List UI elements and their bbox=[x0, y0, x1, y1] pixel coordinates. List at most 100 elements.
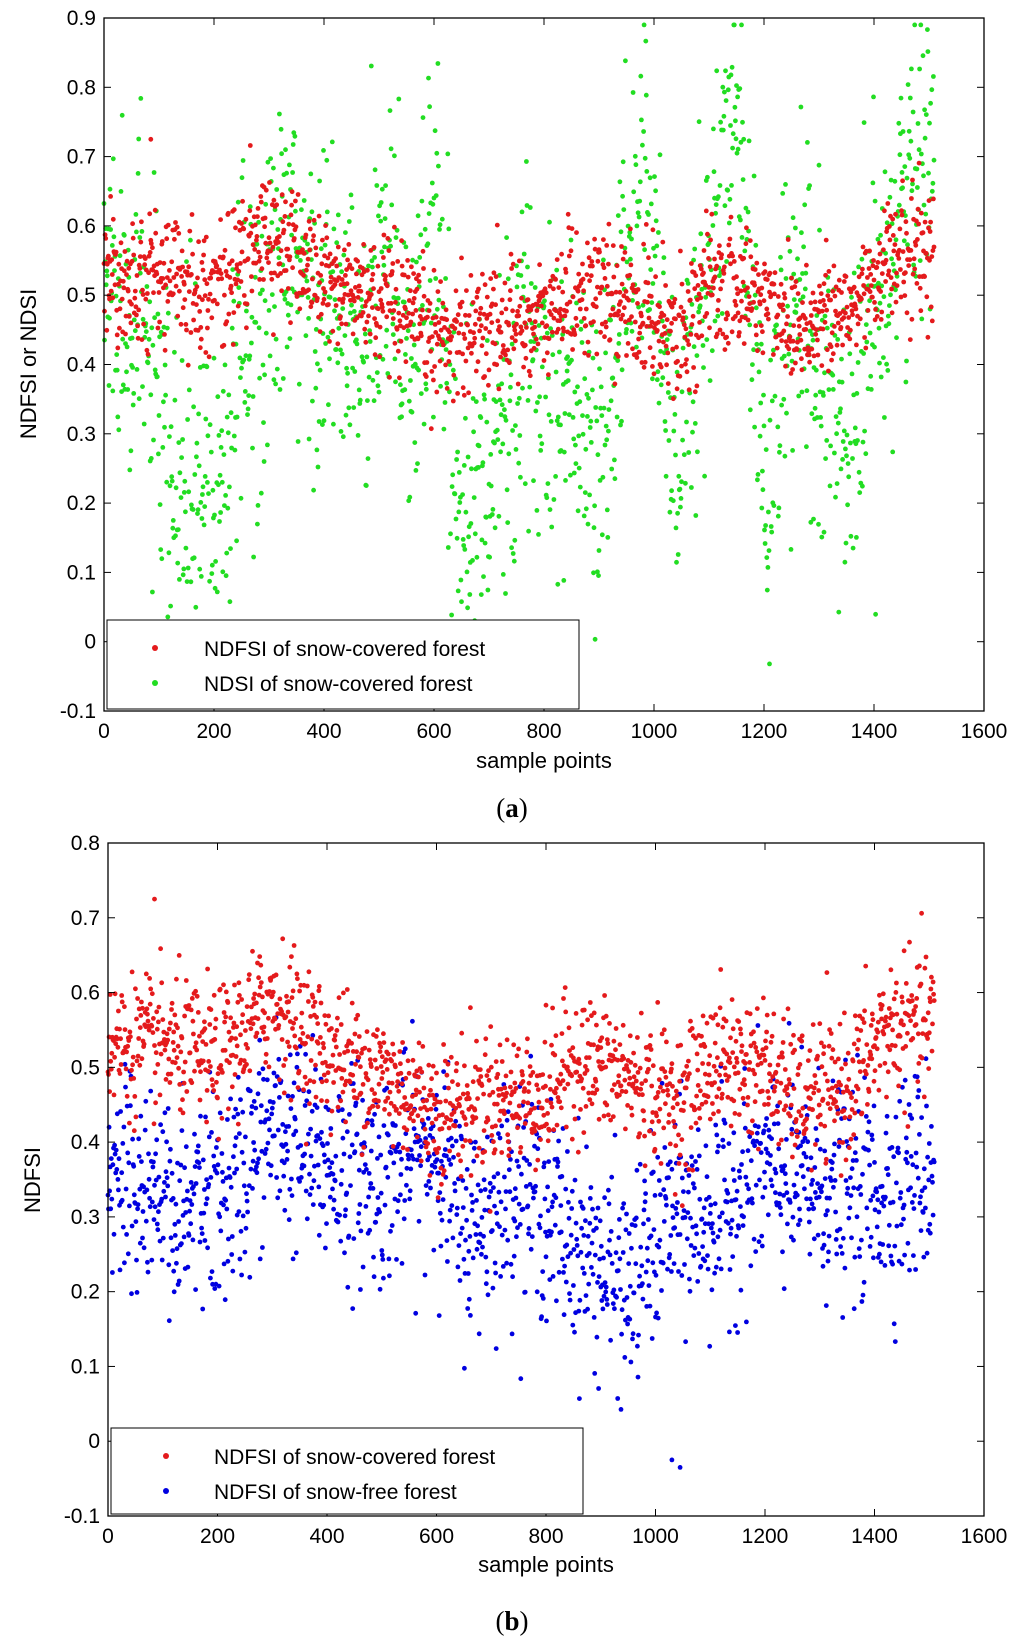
data-point bbox=[771, 503, 777, 508]
data-point bbox=[632, 1223, 638, 1228]
data-point bbox=[327, 1165, 333, 1170]
data-point bbox=[563, 1186, 569, 1192]
data-point bbox=[674, 386, 680, 392]
data-point bbox=[296, 381, 302, 387]
data-point bbox=[123, 1186, 129, 1192]
data-point bbox=[199, 1225, 205, 1231]
data-point bbox=[414, 1157, 420, 1163]
data-point bbox=[810, 290, 816, 296]
data-point bbox=[620, 256, 626, 262]
data-point bbox=[836, 277, 842, 283]
data-point bbox=[918, 1194, 923, 1200]
data-point bbox=[263, 1051, 269, 1057]
data-point bbox=[197, 345, 203, 351]
data-point bbox=[161, 1188, 167, 1194]
data-point bbox=[623, 58, 628, 64]
data-point bbox=[916, 147, 922, 153]
data-point bbox=[107, 315, 112, 321]
data-point bbox=[198, 1069, 203, 1075]
data-point bbox=[229, 1084, 235, 1090]
data-point bbox=[728, 1225, 734, 1231]
data-point bbox=[274, 187, 280, 192]
data-point bbox=[222, 247, 228, 253]
data-point bbox=[379, 186, 385, 192]
data-point bbox=[448, 1162, 454, 1167]
data-point bbox=[325, 1157, 331, 1163]
data-point bbox=[845, 502, 850, 508]
data-point bbox=[483, 326, 489, 331]
data-point bbox=[487, 329, 492, 335]
data-point bbox=[500, 441, 506, 447]
data-point bbox=[928, 100, 933, 106]
data-point bbox=[321, 418, 327, 424]
data-point bbox=[494, 222, 500, 228]
data-point bbox=[398, 1192, 403, 1198]
data-point bbox=[249, 1110, 254, 1116]
data-point bbox=[590, 1206, 595, 1212]
data-point bbox=[561, 328, 567, 334]
data-point bbox=[864, 1205, 870, 1211]
data-point bbox=[120, 1141, 126, 1146]
data-point bbox=[158, 1122, 164, 1128]
data-point bbox=[763, 1146, 769, 1152]
data-point bbox=[146, 1027, 152, 1033]
data-point bbox=[327, 339, 332, 344]
data-point bbox=[531, 1195, 536, 1201]
data-point bbox=[535, 341, 541, 347]
data-point bbox=[462, 547, 468, 552]
data-point bbox=[926, 1141, 932, 1146]
panel-a-legend-marker-1 bbox=[152, 645, 158, 651]
data-point bbox=[849, 371, 855, 377]
data-point bbox=[139, 1056, 145, 1062]
data-point bbox=[540, 1269, 546, 1274]
data-point bbox=[665, 390, 671, 395]
data-point bbox=[595, 284, 600, 290]
data-point bbox=[276, 1023, 282, 1028]
data-point bbox=[484, 338, 490, 343]
data-point bbox=[931, 1159, 937, 1165]
data-point bbox=[119, 1170, 125, 1176]
data-point bbox=[628, 226, 633, 232]
data-point bbox=[734, 1188, 740, 1194]
data-point bbox=[357, 397, 363, 403]
data-point bbox=[189, 996, 195, 1001]
data-point bbox=[401, 299, 407, 305]
data-point bbox=[592, 246, 598, 252]
data-point bbox=[723, 316, 729, 322]
data-point bbox=[378, 200, 384, 205]
data-point bbox=[884, 361, 889, 367]
data-point bbox=[484, 1269, 490, 1275]
data-point bbox=[925, 49, 931, 54]
data-point bbox=[586, 353, 591, 358]
data-point bbox=[650, 281, 656, 286]
data-point bbox=[429, 180, 435, 186]
data-point bbox=[558, 1203, 564, 1208]
data-point bbox=[288, 1106, 294, 1111]
data-point bbox=[368, 292, 374, 297]
data-point bbox=[343, 273, 348, 278]
data-point bbox=[679, 281, 685, 287]
data-point bbox=[537, 1225, 543, 1231]
data-point bbox=[766, 509, 771, 515]
data-point bbox=[179, 358, 185, 363]
data-point bbox=[492, 440, 497, 446]
data-point bbox=[535, 400, 540, 405]
data-point bbox=[636, 336, 641, 342]
data-point bbox=[867, 289, 873, 295]
data-point bbox=[243, 353, 249, 359]
data-point bbox=[339, 1168, 345, 1173]
data-point bbox=[544, 495, 550, 501]
data-point bbox=[291, 236, 297, 241]
data-point bbox=[135, 323, 141, 329]
data-point bbox=[742, 1066, 748, 1071]
data-point bbox=[513, 447, 519, 452]
data-point bbox=[360, 1097, 365, 1103]
data-point bbox=[132, 288, 138, 294]
data-point bbox=[446, 226, 452, 232]
data-point bbox=[233, 1054, 239, 1059]
data-point bbox=[563, 478, 568, 483]
data-point bbox=[428, 426, 434, 432]
data-point bbox=[376, 389, 382, 395]
data-point bbox=[152, 1204, 158, 1210]
data-point bbox=[798, 104, 804, 110]
